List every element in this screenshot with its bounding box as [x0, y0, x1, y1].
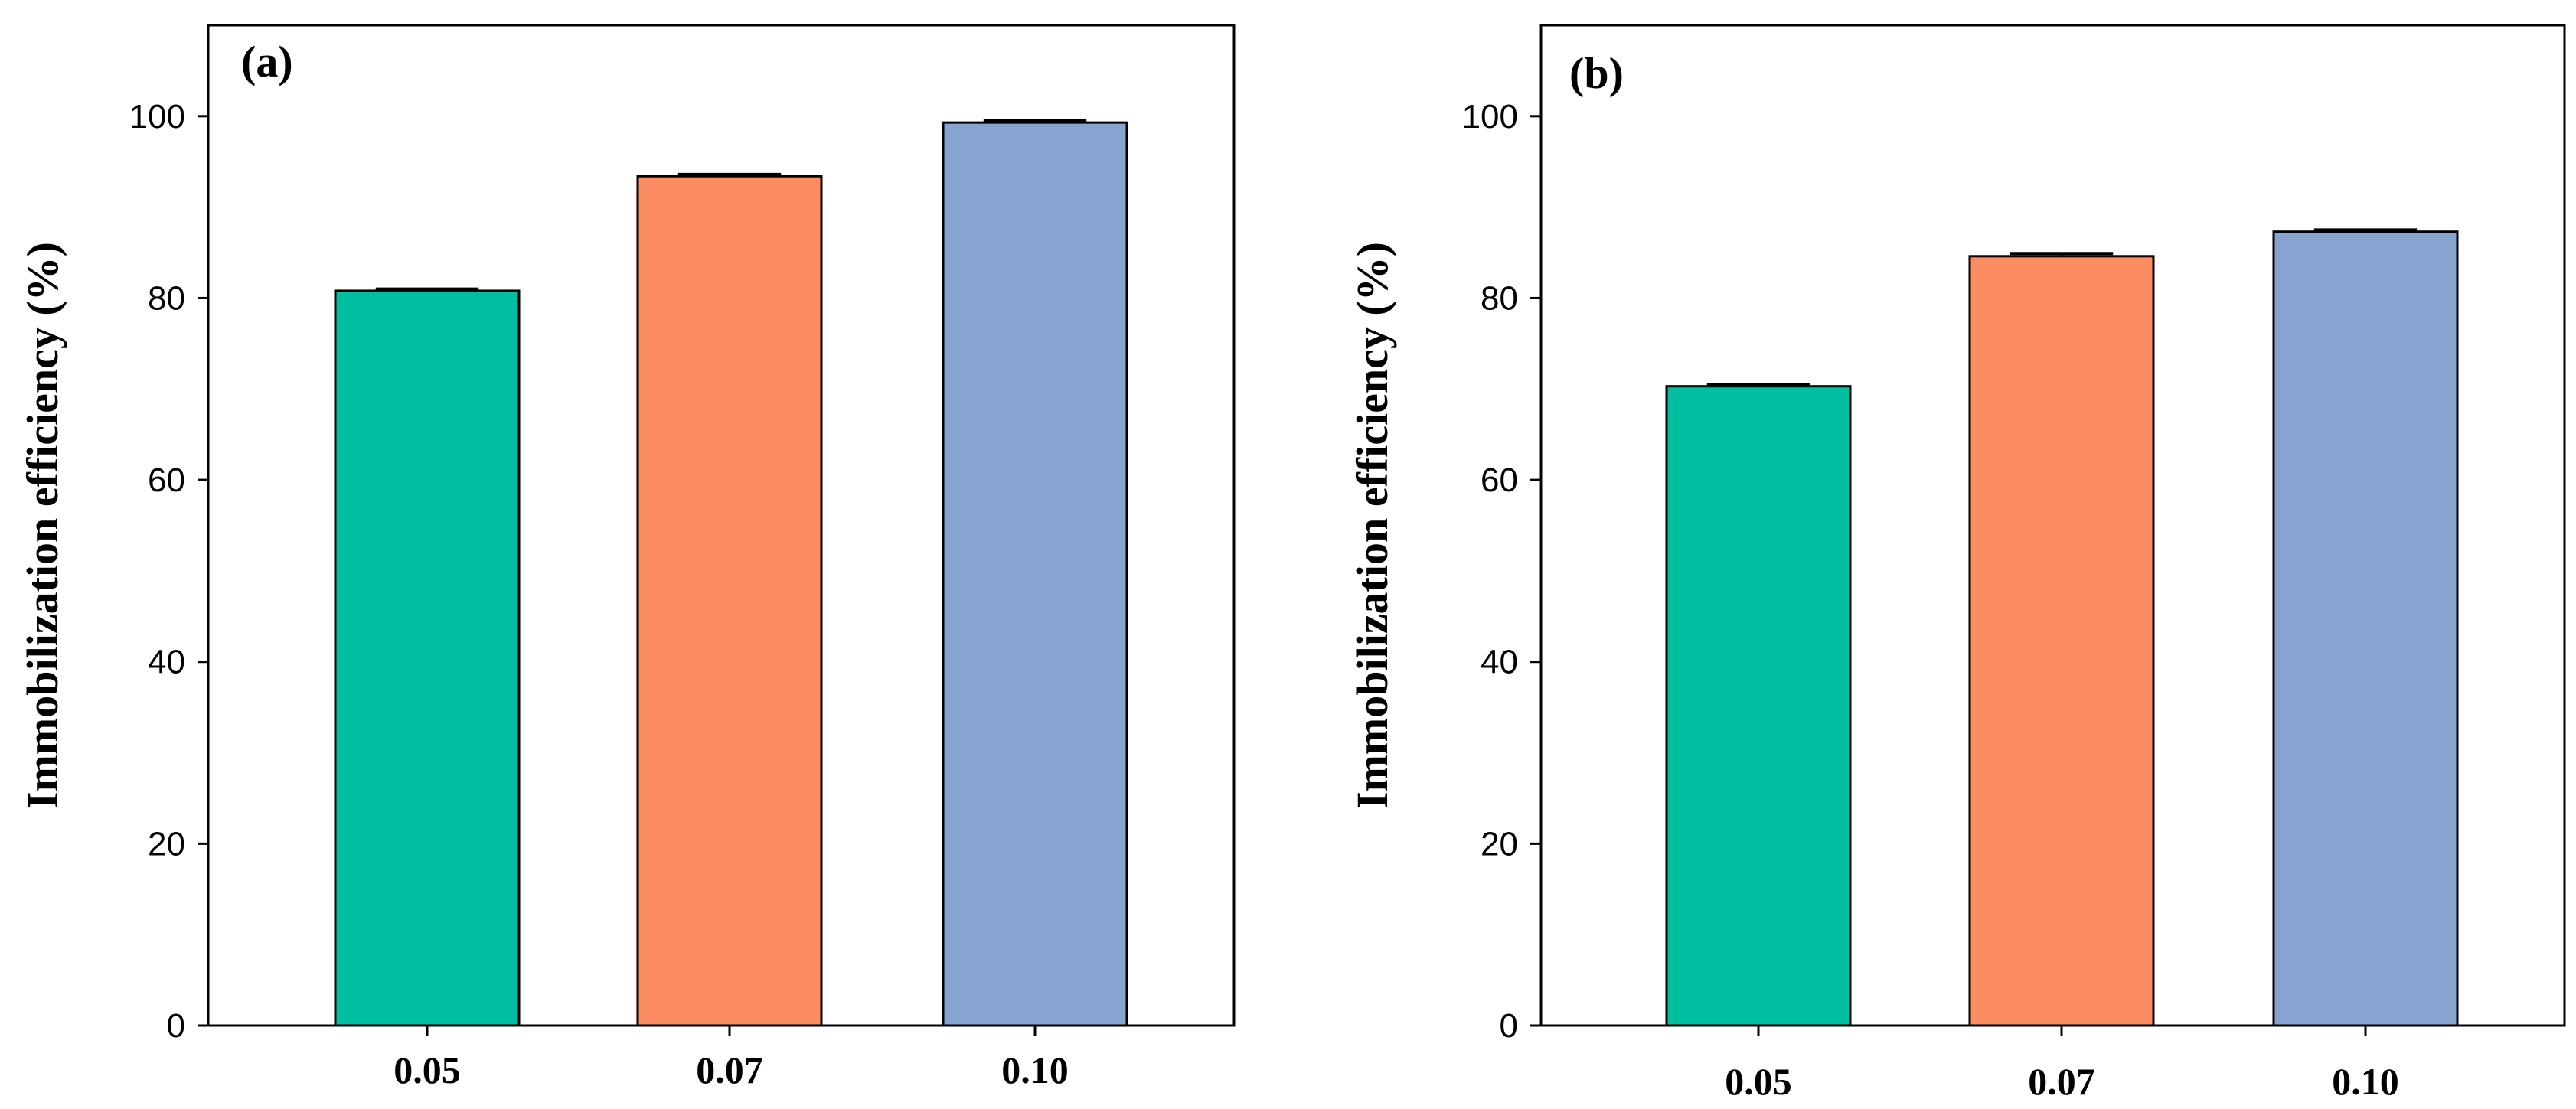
panel-label: (a): [241, 37, 293, 86]
x-tick-label: 0.05: [1725, 1060, 1792, 1103]
y-tick-label: 60: [1481, 462, 1518, 499]
bar-0.10: [942, 121, 1128, 1027]
bar-0.07: [1968, 255, 2155, 1027]
bar-0.07: [636, 175, 823, 1027]
y-tick-label: 40: [148, 644, 185, 681]
y-tick-label: 100: [129, 98, 185, 135]
y-axis-title: Immobilization efficiency (%): [18, 242, 67, 809]
panel-a: 0 20 40 60 80 100 0.05 0.07 0.10 Immobilization e…: [18, 24, 1236, 1091]
x-tick-label: 0.10: [1001, 1049, 1069, 1091]
x-tick-label: 0.07: [2028, 1060, 2095, 1103]
y-axis-title: Immobilization efficiency (%): [1347, 242, 1397, 809]
y-tick-label: 0: [1500, 1007, 1518, 1045]
y-tick-label: 20: [1481, 825, 1518, 863]
y-tick-label: 80: [1481, 279, 1518, 317]
bar-0.05: [1665, 385, 1852, 1027]
bar-0.10: [2272, 230, 2459, 1027]
x-tick-label: 0.10: [2332, 1060, 2399, 1103]
y-tick-label: 60: [148, 462, 185, 499]
y-tick-label: 80: [148, 279, 185, 317]
y-tick-label: 100: [1462, 98, 1518, 135]
y-tick-label: 20: [148, 825, 185, 863]
panel-label: (b): [1569, 48, 1624, 98]
panel-b: 0 20 40 60 80 100 0.05 0.07 0.10 Immobilization e…: [1347, 24, 2566, 1103]
bar-0.05: [334, 289, 521, 1027]
x-tick-label: 0.07: [696, 1049, 763, 1091]
y-tick-label: 40: [1481, 644, 1518, 681]
y-tick-label: 0: [167, 1007, 185, 1045]
x-tick-label: 0.05: [393, 1049, 461, 1091]
